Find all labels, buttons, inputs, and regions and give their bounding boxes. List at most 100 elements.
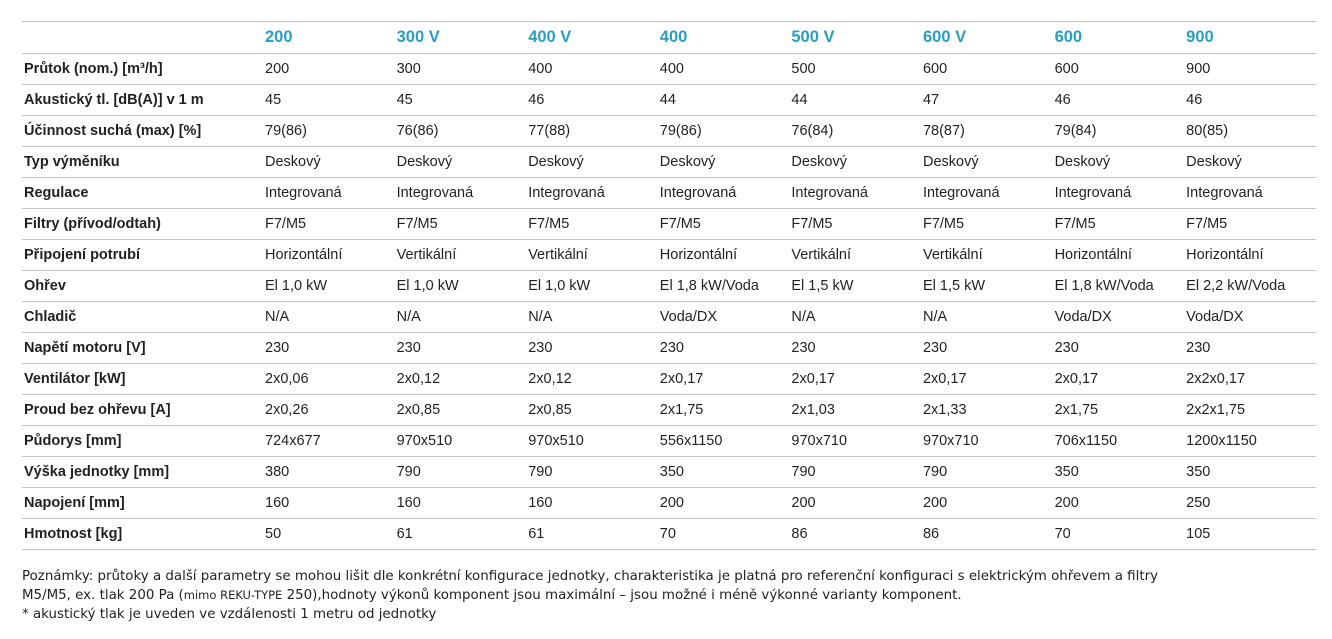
table-cell: 50 (263, 518, 395, 550)
notes-line-2-small: mimo REKU-TYPE (183, 588, 283, 602)
table-cell: 160 (263, 487, 395, 519)
table-row: Napětí motoru [V] 230 230 230 230 230 230 230 23… (22, 332, 1316, 364)
table-cell: F7/M5 (526, 208, 658, 240)
table-cell: 350 (1184, 456, 1316, 488)
table-cell: Vertikální (394, 239, 527, 271)
table-cell: 2x0,06 (263, 363, 395, 395)
table-row: Připojení potrubí Horizontální Vertikální V… (22, 239, 1316, 271)
table-cell: 500 (789, 53, 921, 85)
table-cell: 46 (1184, 84, 1316, 116)
row-label: Napojení [mm] (22, 487, 263, 519)
table-cell: 970x510 (394, 425, 527, 457)
table-cell: 350 (657, 456, 790, 488)
table-cell: Vertikální (920, 239, 1053, 271)
row-label: Typ výměníku (22, 146, 263, 178)
table-cell: 790 (920, 456, 1053, 488)
table-cell: 2x0,17 (1052, 363, 1185, 395)
table-cell: 790 (526, 456, 658, 488)
row-label: Chladič (22, 301, 263, 333)
table-cell: 46 (1052, 84, 1185, 116)
notes-line-1: Poznámky: průtoky a další parametry se m… (22, 569, 1159, 584)
row-label: Připojení potrubí (22, 239, 263, 271)
table-cell: Deskový (1184, 146, 1316, 178)
table-row: Proud bez ohřevu [A] 2x0,26 2x0,85 2x0,85 2x… (22, 394, 1316, 426)
table-cell: Deskový (657, 146, 790, 178)
table-cell: 706x1150 (1052, 425, 1185, 457)
table-cell: 70 (1052, 518, 1185, 550)
table-cell: 200 (1052, 487, 1185, 519)
table-cell: Integrovaná (789, 177, 921, 209)
table-cell: Deskový (920, 146, 1053, 178)
table-row: Akustický tl. [dB(A)] v 1 m 45 45 46 44 44 47 4… (22, 84, 1316, 116)
table-cell: 76(86) (394, 115, 527, 147)
table-cell: 2x0,26 (263, 394, 395, 426)
table-cell: Voda/DX (657, 301, 790, 333)
row-label: Akustický tl. [dB(A)] v 1 m (22, 84, 263, 116)
column-header: 200 (263, 21, 395, 54)
table-row: Půdorys [mm] 724x677 970x510 970x510 556x115… (22, 425, 1316, 457)
table-cell: 2x0,12 (526, 363, 658, 395)
table-cell: 2x0,12 (394, 363, 527, 395)
table-cell: 160 (394, 487, 527, 519)
table-row: Napojení [mm] 160 160 160 200 200 200 200 250 (22, 487, 1316, 519)
table-cell: Horizontální (1184, 239, 1316, 271)
table-cell: 230 (920, 332, 1053, 364)
table-cell: N/A (526, 301, 658, 333)
table-cell: Vertikální (526, 239, 658, 271)
table-cell: Integrovaná (1052, 177, 1185, 209)
table-cell: F7/M5 (657, 208, 790, 240)
table-row: Typ výměníku Deskový Deskový Deskový Deskový… (22, 146, 1316, 178)
table-cell: 79(86) (657, 115, 790, 147)
table-cell: 380 (263, 456, 395, 488)
table-cell: El 2,2 kW/Voda (1184, 270, 1316, 302)
table-cell: N/A (263, 301, 395, 333)
table-cell: 160 (526, 487, 658, 519)
table-cell: 2x2x1,75 (1184, 394, 1316, 426)
table-cell: F7/M5 (920, 208, 1053, 240)
table-cell: 900 (1184, 53, 1316, 85)
table-cell: N/A (789, 301, 921, 333)
column-header: 400 (657, 21, 790, 54)
table-cell: 86 (789, 518, 921, 550)
table-row: Ohřev El 1,0 kW El 1,0 kW El 1,0 kW El 1,8 k… (22, 270, 1316, 302)
table-cell: 556x1150 (657, 425, 790, 457)
notes: Poznámky: průtoky a další parametry se m… (22, 567, 1312, 624)
table-cell: El 1,0 kW (394, 270, 527, 302)
table-cell: 230 (657, 332, 790, 364)
table-cell: 2x0,85 (394, 394, 527, 426)
table-cell: Deskový (394, 146, 527, 178)
table-cell: 250 (1184, 487, 1316, 519)
table-row: Filtry (přívod/odtah) F7/M5 F7/M5 F7/M5 F7/M… (22, 208, 1316, 240)
notes-line-2-end: 250),hodnoty výkonů komponent jsou maxim… (282, 588, 962, 603)
table-cell: El 1,5 kW (920, 270, 1053, 302)
table-cell: 600 (1052, 53, 1185, 85)
table-cell: Integrovaná (657, 177, 790, 209)
table-cell: Voda/DX (1052, 301, 1185, 333)
table-cell: Horizontální (657, 239, 790, 271)
table-cell: 300 (394, 53, 527, 85)
table-cell: Horizontální (1052, 239, 1185, 271)
table-row: Průtok (nom.) [m³/h] 200 300 400 400 500 600 60… (22, 53, 1316, 85)
table-cell: El 1,8 kW/Voda (1052, 270, 1185, 302)
notes-line-2: M5/M5, ex. tlak 200 Pa (mimo REKU-TYPE 2… (22, 586, 1312, 605)
table-cell: Vertikální (789, 239, 921, 271)
table-cell: 70 (657, 518, 790, 550)
notes-line-2-start: M5/M5, ex. tlak 200 Pa ( (22, 588, 184, 603)
table-cell: F7/M5 (394, 208, 527, 240)
table-cell: 2x2x0,17 (1184, 363, 1316, 395)
notes-line-3: * akustický tlak je uveden ve vzdálenost… (22, 607, 437, 622)
table-cell: 200 (920, 487, 1053, 519)
table-cell: 2x1,03 (789, 394, 921, 426)
table-cell: 400 (526, 53, 658, 85)
table-row: Výška jednotky [mm] 380 790 790 350 790 790 350… (22, 456, 1316, 488)
table-cell: Deskový (526, 146, 658, 178)
table-cell: 46 (526, 84, 658, 116)
row-label: Účinnost suchá (max) [%] (22, 115, 263, 147)
table-cell: 230 (263, 332, 395, 364)
table-cell: 970x710 (920, 425, 1053, 457)
table-cell: 86 (920, 518, 1053, 550)
table-cell: 790 (789, 456, 921, 488)
table-cell: 79(84) (1052, 115, 1185, 147)
row-label: Napětí motoru [V] (22, 332, 263, 364)
table-cell: 61 (394, 518, 527, 550)
